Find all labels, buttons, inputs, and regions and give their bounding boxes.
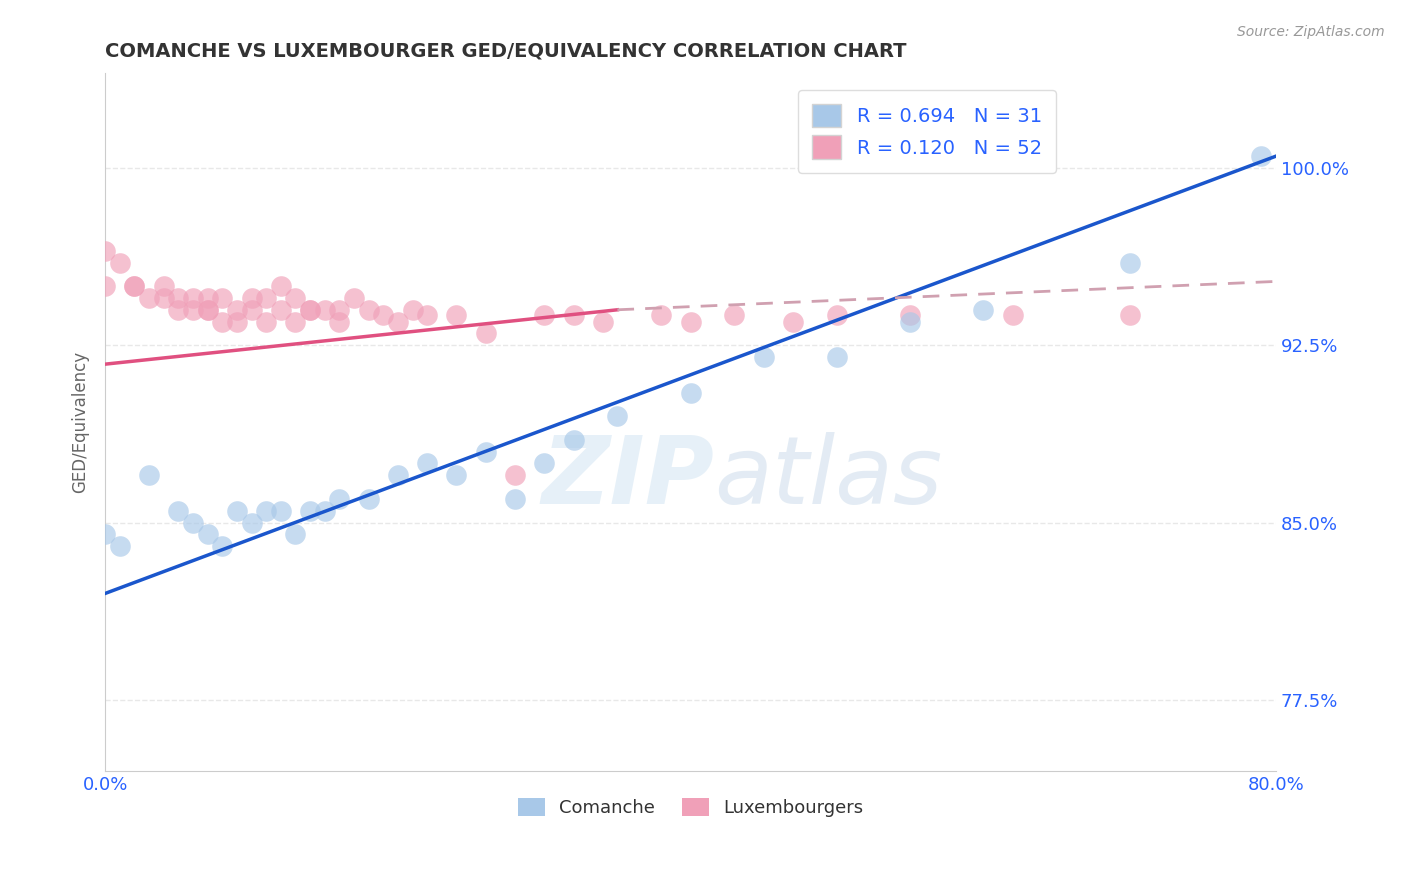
Point (474, 326, 496, 341)
Point (299, 504, 322, 518)
Point (94, 244, 117, 258)
Point (270, 504, 292, 518)
Point (240, 291, 263, 305)
Point (197, 527, 219, 541)
Point (343, 291, 366, 305)
Point (898, 308, 921, 322)
Point (284, 315, 307, 329)
Point (533, 457, 555, 471)
Point (124, 279, 146, 293)
Point (416, 457, 439, 471)
Point (357, 302, 380, 317)
Point (533, 308, 555, 322)
Point (446, 308, 468, 322)
Y-axis label: GED/Equivalency: GED/Equivalency (72, 351, 89, 493)
Point (226, 315, 249, 329)
Point (1250, 149, 1272, 163)
Point (387, 468, 409, 483)
Point (314, 302, 336, 317)
Point (299, 302, 322, 317)
Text: ZIP: ZIP (541, 432, 714, 524)
Point (503, 468, 526, 483)
Point (825, 350, 848, 364)
Point (254, 315, 277, 329)
Point (197, 302, 219, 317)
Point (284, 291, 307, 305)
Point (299, 302, 322, 317)
Point (1118, 308, 1140, 322)
Point (592, 315, 614, 329)
Point (1118, 255, 1140, 269)
Point (270, 302, 292, 317)
Point (181, 516, 204, 530)
Point (167, 504, 190, 518)
Point (972, 302, 994, 317)
Point (94, 527, 117, 541)
Text: atlas: atlas (714, 433, 942, 524)
Point (328, 315, 350, 329)
Point (606, 409, 628, 424)
Point (284, 527, 307, 541)
Point (387, 315, 409, 329)
Point (752, 350, 775, 364)
Point (254, 504, 277, 518)
Point (167, 291, 190, 305)
Point (503, 491, 526, 506)
Point (328, 491, 350, 506)
Point (197, 291, 219, 305)
Point (211, 315, 233, 329)
Point (562, 308, 585, 322)
Point (181, 291, 204, 305)
Point (416, 308, 439, 322)
Point (562, 433, 585, 447)
Point (679, 385, 702, 400)
Point (94, 279, 117, 293)
Point (138, 291, 160, 305)
Point (328, 302, 350, 317)
Point (138, 468, 160, 483)
Point (181, 302, 204, 317)
Point (240, 302, 263, 317)
Point (108, 255, 131, 269)
Point (270, 279, 292, 293)
Point (152, 279, 174, 293)
Point (1001, 308, 1024, 322)
Text: COMANCHE VS LUXEMBOURGER GED/EQUIVALENCY CORRELATION CHART: COMANCHE VS LUXEMBOURGER GED/EQUIVALENCY… (105, 42, 907, 61)
Point (124, 279, 146, 293)
Point (401, 302, 423, 317)
Point (825, 308, 848, 322)
Point (197, 302, 219, 317)
Point (211, 539, 233, 553)
Point (226, 504, 249, 518)
Point (254, 291, 277, 305)
Legend: Comanche, Luxembourgers: Comanche, Luxembourgers (510, 790, 870, 824)
Point (373, 308, 395, 322)
Point (723, 308, 745, 322)
Point (167, 302, 190, 317)
Point (650, 308, 672, 322)
Point (446, 468, 468, 483)
Point (211, 291, 233, 305)
Point (357, 491, 380, 506)
Point (152, 291, 174, 305)
Point (108, 539, 131, 553)
Point (226, 302, 249, 317)
Text: Source: ZipAtlas.com: Source: ZipAtlas.com (1237, 25, 1385, 39)
Point (474, 444, 496, 458)
Point (782, 315, 804, 329)
Point (679, 315, 702, 329)
Point (314, 504, 336, 518)
Point (898, 315, 921, 329)
Point (240, 516, 263, 530)
